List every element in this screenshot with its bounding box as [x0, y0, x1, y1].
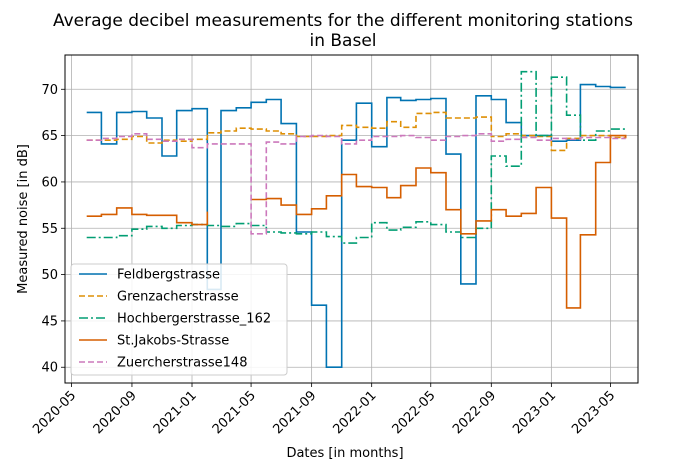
x-axis-ticks: 2020-05 2020-09 2021-01 2021-05 2021-09 2022-… — [30, 383, 618, 437]
y-tick-label: 55 — [41, 222, 58, 237]
x-tick-label: 2022-05 — [390, 388, 439, 437]
series-line-feldbergstrasse — [86, 83, 626, 368]
legend-box — [70, 263, 288, 376]
x-tick-label: 2021-01 — [151, 388, 200, 437]
y-tick-label: 50 — [41, 268, 58, 283]
chart-title-line2: in Basel — [309, 31, 376, 51]
y-tick-label: 60 — [41, 175, 58, 190]
x-tick-label: 2020-05 — [30, 388, 79, 437]
y-axis-label: Measured noise [in dB] — [16, 144, 31, 294]
x-tick-label: 2022-01 — [330, 388, 379, 437]
legend-label: Feldbergstrasse — [117, 268, 220, 283]
x-tick-label: 2021-09 — [270, 388, 319, 437]
x-axis-label: Dates [in months] — [286, 446, 403, 461]
series-layer — [86, 70, 627, 368]
series-line-zuercherstrasse148 — [86, 133, 626, 235]
series-line-st-jakobs-strasse — [86, 134, 627, 309]
y-tick-label: 45 — [41, 314, 58, 329]
x-tick-label: 2023-01 — [510, 388, 559, 437]
legend-label: St.Jakobs-Strasse — [117, 334, 229, 349]
series-line-hochbergerstrasse-162 — [86, 70, 626, 244]
y-tick-label: 40 — [41, 361, 58, 376]
x-tick-label: 2022-09 — [450, 388, 499, 437]
legend-label: Hochbergerstrasse_162 — [117, 312, 271, 327]
y-tick-label: 70 — [41, 83, 58, 98]
plot-frame — [64, 54, 639, 384]
legend: Feldbergstrasse Grenzacherstrasse Hochberg… — [70, 263, 288, 376]
y-axis-ticks: 40 45 50 55 60 65 70 — [41, 83, 65, 376]
x-tick-label: 2023-05 — [569, 388, 618, 437]
legend-label: Grenzacherstrasse — [117, 290, 239, 305]
series-line-grenzacherstrasse — [86, 111, 627, 152]
legend-label: Zuercherstrasse148 — [117, 356, 247, 371]
y-tick-label: 65 — [41, 129, 58, 144]
x-tick-label: 2021-05 — [210, 388, 259, 437]
x-tick-label: 2020-09 — [91, 388, 140, 437]
chart-title-line1: Average decibel measurements for the dif… — [53, 11, 633, 31]
